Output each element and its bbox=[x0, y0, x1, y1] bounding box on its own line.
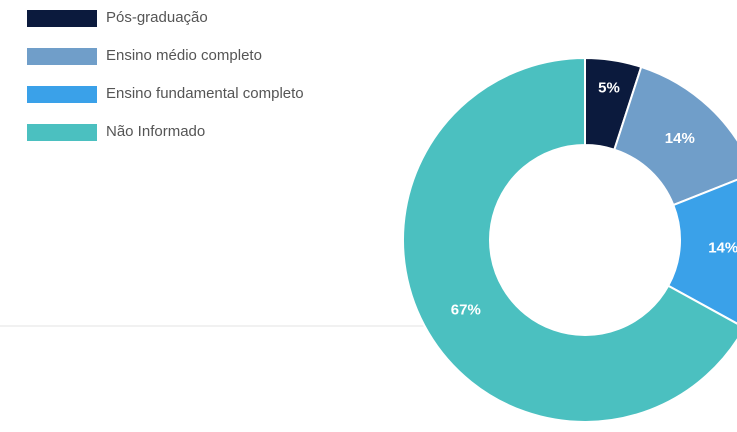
legend-swatch[interactable] bbox=[27, 48, 97, 65]
legend-swatch[interactable] bbox=[27, 86, 97, 103]
slice-label: 14% bbox=[665, 130, 695, 147]
legend-swatch[interactable] bbox=[27, 124, 97, 141]
legend-swatch[interactable] bbox=[27, 10, 97, 27]
slice-label: 67% bbox=[451, 301, 481, 318]
slice-label: 14% bbox=[708, 240, 737, 257]
legend-label[interactable]: Não Informado bbox=[106, 123, 205, 140]
donut-slice[interactable] bbox=[613, 65, 737, 207]
donut-slice[interactable] bbox=[402, 56, 737, 423]
slice-label: 5% bbox=[598, 79, 620, 96]
legend-label[interactable]: Ensino médio completo bbox=[106, 47, 262, 64]
legend-label[interactable]: Pós-graduação bbox=[106, 9, 208, 26]
legend-label[interactable]: Ensino fundamental completo bbox=[106, 85, 304, 102]
donut-slice[interactable] bbox=[666, 173, 737, 328]
